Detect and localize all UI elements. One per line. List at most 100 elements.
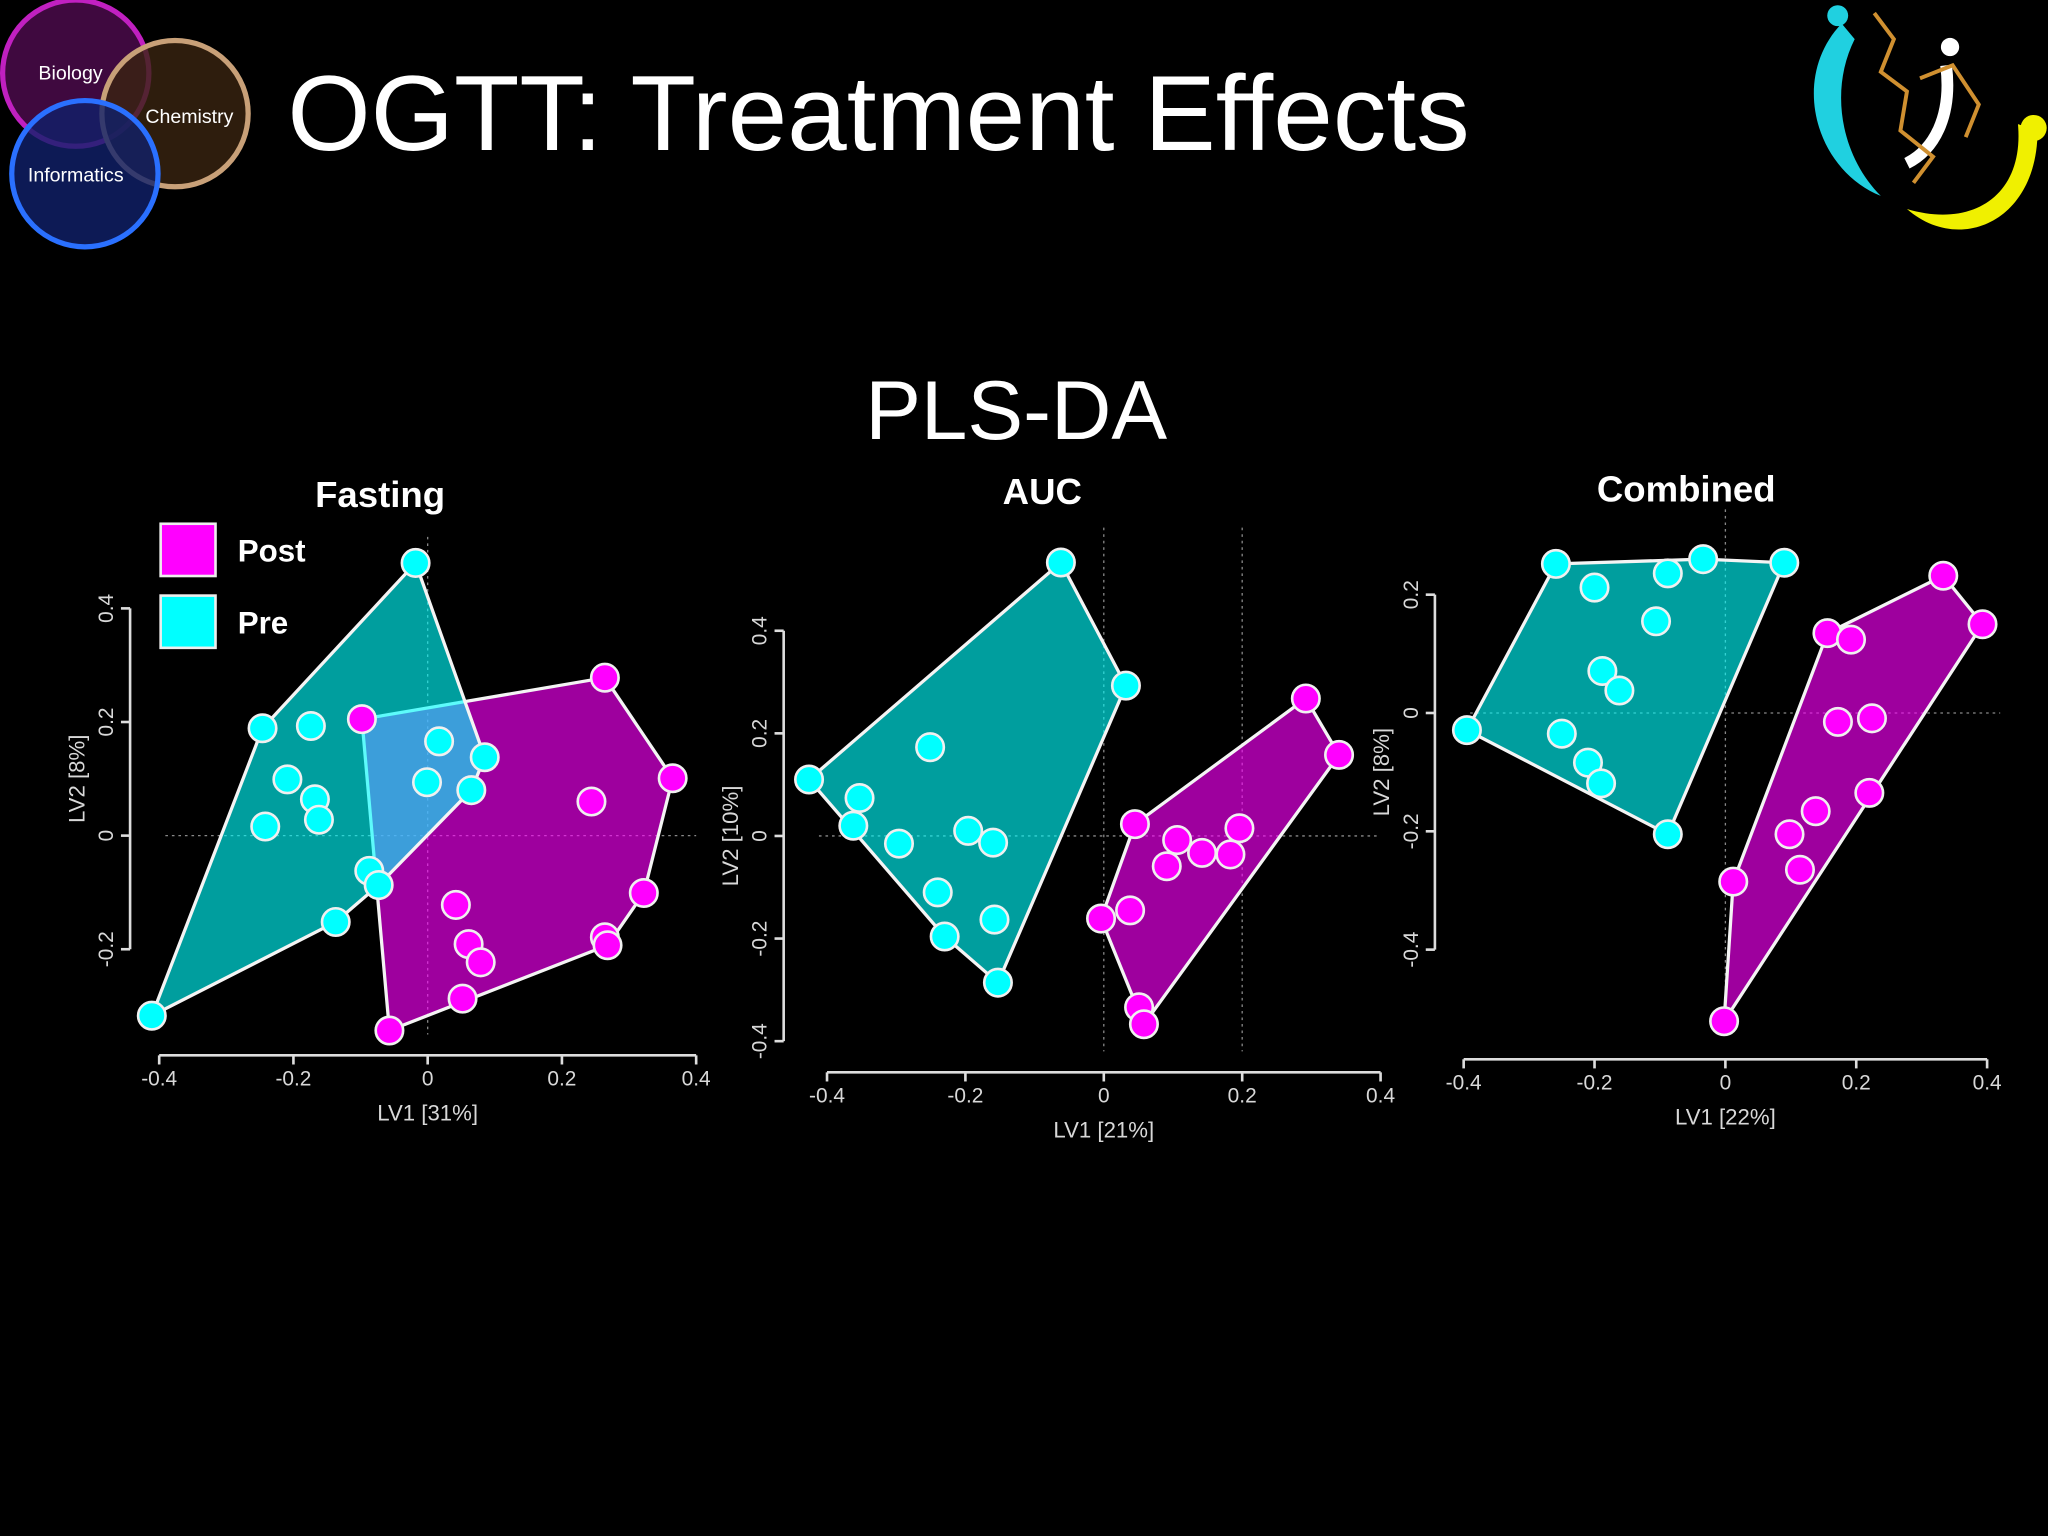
legend-swatch <box>159 522 217 578</box>
data-point <box>1854 777 1885 808</box>
slide-subtitle: PLS-DA <box>865 363 1167 457</box>
data-point <box>1224 813 1255 844</box>
group-hull <box>807 560 1128 985</box>
x-tick-label: -0.4 <box>1446 1071 1482 1094</box>
x-tick-label: -0.2 <box>1577 1071 1613 1094</box>
y-tick-label: 0.2 <box>95 707 118 736</box>
data-point <box>1586 768 1617 799</box>
data-point <box>1587 655 1618 687</box>
data-point <box>424 726 455 757</box>
data-point <box>320 906 351 937</box>
data-point <box>844 782 875 814</box>
data-point <box>1822 706 1853 737</box>
x-tick-label: 0.2 <box>1842 1071 1871 1094</box>
chart-title: Combined <box>1597 469 1776 510</box>
data-point <box>1128 1009 1159 1040</box>
data-point <box>247 713 278 744</box>
x-tick-label: -0.4 <box>141 1067 177 1090</box>
y-tick-label: -0.4 <box>1400 932 1423 968</box>
data-point <box>1800 796 1831 827</box>
data-point <box>1928 560 1959 591</box>
data-point <box>469 742 500 773</box>
brand-logo <box>1813 5 2047 230</box>
data-point <box>1086 903 1117 934</box>
data-point <box>794 764 825 795</box>
x-tick-label: 0 <box>422 1067 434 1090</box>
x-tick-label: -0.2 <box>275 1067 311 1090</box>
data-point <box>1119 809 1150 840</box>
data-point <box>1718 866 1749 897</box>
y-tick-label: 0.2 <box>749 719 772 748</box>
data-point <box>1451 715 1482 746</box>
y-tick-label: -0.2 <box>749 921 772 957</box>
data-point <box>929 921 960 952</box>
y-tick-label: 0.4 <box>749 616 772 645</box>
group-hull <box>1722 574 1985 1023</box>
data-point <box>447 983 478 1014</box>
data-point <box>374 1015 405 1046</box>
x-axis-label: LV1 [21%] <box>1053 1118 1154 1143</box>
data-point <box>1540 548 1571 579</box>
logo-arc <box>1813 23 1881 196</box>
logo-dot <box>2020 114 2047 142</box>
y-tick-label: 0.2 <box>1400 580 1423 609</box>
logo-stroke <box>1904 64 1954 169</box>
data-point <box>465 947 496 978</box>
y-tick-label: -0.4 <box>749 1023 772 1059</box>
data-point <box>1967 609 1998 640</box>
y-tick-label: 0 <box>95 830 118 842</box>
data-point <box>915 732 946 763</box>
data-point <box>363 870 394 901</box>
data-point <box>400 547 431 578</box>
data-point <box>295 710 326 741</box>
y-tick-label: 0 <box>749 830 772 842</box>
data-point <box>346 704 377 735</box>
slide-title: OGTT: Treatment Effects <box>287 53 1469 173</box>
data-point <box>979 904 1010 935</box>
y-tick-label: -0.2 <box>1400 813 1423 849</box>
data-point <box>576 786 607 817</box>
data-point <box>628 877 659 909</box>
data-point <box>1324 739 1355 770</box>
x-axis-label: LV1 [22%] <box>1675 1105 1776 1130</box>
data-point <box>1856 703 1887 734</box>
x-tick-label: 0 <box>1720 1071 1732 1094</box>
legend-label: Pre <box>238 605 289 640</box>
venn-label: Biology <box>38 63 102 85</box>
x-axis-label: LV1 [31%] <box>377 1101 478 1126</box>
y-axis-label: LV2 [8%] <box>1369 728 1394 816</box>
data-point <box>1215 839 1246 870</box>
data-point <box>657 763 688 794</box>
data-point <box>1774 819 1805 850</box>
y-axis-label: LV2 [10%] <box>718 786 743 887</box>
y-tick-label: 0 <box>1400 707 1423 719</box>
logo-dot <box>1827 5 1849 27</box>
legend-label: Post <box>238 534 306 569</box>
data-point <box>456 775 487 806</box>
data-point <box>1290 683 1321 714</box>
chart: AUC -0.4 -0.2 0 0.2 0.4 LV1 [21%] -0.4 -0.2 0 0.2 0… <box>718 471 1395 1142</box>
x-tick-label: 0 <box>1098 1084 1110 1107</box>
data-point <box>982 967 1013 998</box>
data-point <box>1652 558 1683 589</box>
data-point <box>589 662 620 693</box>
data-point <box>1784 854 1815 885</box>
y-tick-label: -0.2 <box>95 931 118 967</box>
data-point <box>1162 825 1193 856</box>
venn-label: Informatics <box>28 165 124 187</box>
x-tick-label: 0.2 <box>1228 1084 1257 1107</box>
data-point <box>250 811 281 842</box>
data-point <box>1546 718 1577 749</box>
x-tick-label: -0.4 <box>809 1084 845 1107</box>
data-point <box>411 767 443 798</box>
logo-arc <box>1906 124 2038 230</box>
data-point <box>1604 675 1635 706</box>
data-point <box>1151 851 1182 882</box>
data-point <box>1110 670 1141 701</box>
data-point <box>1187 837 1218 868</box>
chart: Combined -0.4 -0.2 0 0.2 0.4 LV1 [22%] -0.4 -0.2… <box>1369 469 2001 1130</box>
venn-logo: Biology Chemistry Informatics <box>0 0 251 250</box>
chart: Fasting -0.4 -0.2 0 0.2 0.4 LV1 [31%] -0.2 0 0.2 0… <box>64 474 710 1126</box>
data-point <box>303 804 334 835</box>
